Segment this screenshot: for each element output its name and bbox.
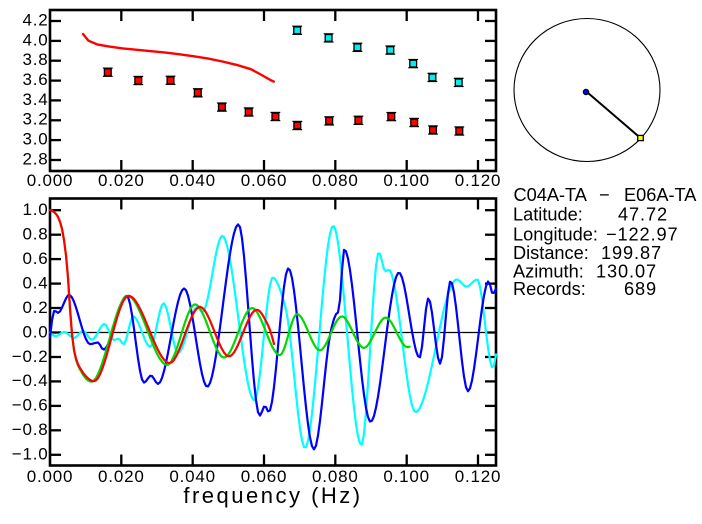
- svg-text:0.020: 0.020: [98, 171, 145, 190]
- svg-text:0.000: 0.000: [27, 467, 74, 486]
- svg-text:3.4: 3.4: [22, 90, 48, 109]
- svg-text:0.060: 0.060: [241, 171, 288, 190]
- svg-text:−0.4: −0.4: [12, 371, 49, 390]
- svg-text:47.72: 47.72: [618, 205, 668, 225]
- svg-text:Records:: Records:: [513, 279, 586, 299]
- svg-text:0.100: 0.100: [383, 171, 430, 190]
- svg-text:3.0: 3.0: [22, 130, 48, 149]
- svg-text:1.0: 1.0: [22, 200, 48, 219]
- svg-text:E06A-TA: E06A-TA: [624, 185, 697, 205]
- svg-text:0.080: 0.080: [312, 467, 359, 486]
- svg-text:Latitude:: Latitude:: [513, 205, 583, 225]
- svg-text:C04A-TA: C04A-TA: [514, 185, 588, 205]
- svg-text:−0.6: −0.6: [12, 396, 49, 415]
- svg-text:3.8: 3.8: [22, 50, 48, 69]
- svg-text:4.2: 4.2: [22, 10, 48, 29]
- svg-text:0.040: 0.040: [169, 171, 216, 190]
- svg-text:0.000: 0.000: [27, 171, 74, 190]
- svg-text:0.120: 0.120: [455, 467, 502, 486]
- svg-text:Distance:: Distance:: [513, 243, 589, 263]
- svg-text:0.060: 0.060: [241, 467, 288, 486]
- svg-text:−0.2: −0.2: [12, 347, 49, 366]
- svg-text:2.8: 2.8: [22, 149, 48, 168]
- svg-text:−1.0: −1.0: [12, 445, 49, 464]
- svg-text:689: 689: [624, 279, 657, 299]
- svg-text:−0.8: −0.8: [12, 420, 49, 439]
- svg-text:0.040: 0.040: [169, 467, 216, 486]
- svg-text:0.020: 0.020: [98, 467, 145, 486]
- svg-text:130.07: 130.07: [596, 261, 657, 281]
- svg-text:0.2: 0.2: [22, 298, 48, 317]
- svg-text:0.0: 0.0: [22, 322, 48, 341]
- svg-text:199.87: 199.87: [601, 243, 662, 263]
- svg-text:0.8: 0.8: [22, 224, 48, 243]
- svg-text:−122.97: −122.97: [606, 224, 679, 244]
- svg-text:0.100: 0.100: [383, 467, 430, 486]
- svg-text:frequency (Hz): frequency (Hz): [183, 483, 362, 508]
- svg-text:Longitude:: Longitude:: [513, 224, 598, 244]
- svg-text:−: −: [599, 185, 610, 205]
- svg-text:3.6: 3.6: [22, 70, 48, 89]
- svg-text:0.080: 0.080: [312, 171, 359, 190]
- svg-text:3.2: 3.2: [22, 110, 48, 129]
- svg-text:0.120: 0.120: [455, 171, 502, 190]
- svg-text:4.0: 4.0: [22, 30, 48, 49]
- svg-text:0.4: 0.4: [22, 273, 48, 292]
- svg-text:Azimuth:: Azimuth:: [513, 261, 584, 281]
- svg-text:0.6: 0.6: [22, 249, 48, 268]
